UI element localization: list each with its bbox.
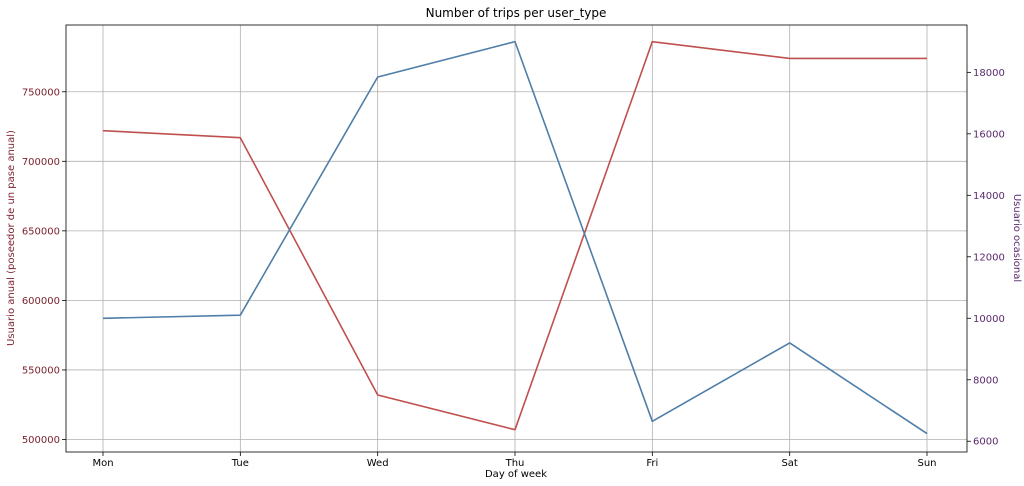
x-axis-label: Day of week — [485, 469, 547, 480]
x-tick-label: Sat — [781, 458, 797, 469]
x-tick-label: Tue — [231, 458, 249, 469]
left-y-tick-label: 550000 — [22, 365, 60, 376]
right-y-tick-label: 6000 — [973, 437, 998, 448]
left-y-tick-label: 500000 — [22, 435, 60, 446]
x-tick-label: Thu — [505, 458, 525, 469]
right-y-tick-label: 10000 — [973, 314, 1005, 325]
x-axis: Mon Tue Wed Thu Fri Sat Sun — [92, 452, 937, 469]
right-y-axis: 6000 8000 10000 12000 14000 16000 18000 — [967, 68, 1005, 448]
grid-layer — [66, 25, 967, 452]
x-tick-label: Sun — [917, 458, 936, 469]
right-y-tick-label: 16000 — [973, 129, 1005, 140]
x-tick-label: Mon — [92, 458, 113, 469]
x-tick-label: Wed — [367, 458, 389, 469]
plot-frame — [65, 24, 968, 453]
left-y-axis: 500000 550000 600000 650000 700000 750000 — [22, 87, 66, 446]
left-y-axis-label: Usuario anual (poseedor de un pase anual… — [6, 130, 17, 346]
series-line-left-axis — [102, 40, 927, 431]
x-tick-label: Fri — [646, 458, 658, 469]
left-y-tick-label: 750000 — [22, 87, 60, 98]
right-y-tick-label: 12000 — [973, 252, 1005, 263]
right-y-axis-label: Usuario ocasional — [1011, 194, 1022, 282]
series-line-right-axis — [102, 40, 928, 435]
chart-title: Number of trips per user_type — [426, 6, 607, 20]
left-y-tick-label: 650000 — [22, 226, 60, 237]
right-y-tick-label: 8000 — [973, 375, 998, 386]
right-y-tick-label: 18000 — [973, 68, 1005, 79]
left-y-tick-label: 700000 — [22, 157, 60, 168]
right-y-tick-label: 14000 — [973, 191, 1005, 202]
series-layer — [102, 40, 928, 435]
left-y-tick-label: 600000 — [22, 296, 60, 307]
